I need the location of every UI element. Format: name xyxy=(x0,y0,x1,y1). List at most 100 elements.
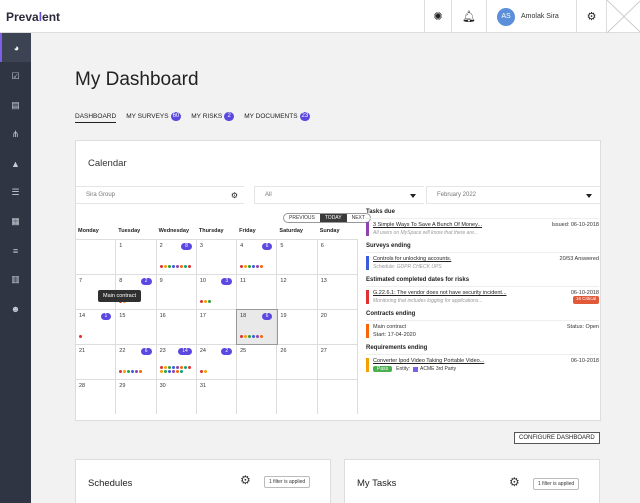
event-count-badge[interactable]: 6 xyxy=(261,243,273,250)
event-dots xyxy=(240,265,274,269)
calendar-day[interactable]: 5 xyxy=(277,240,318,274)
tab-my-risks[interactable]: MY RISKS 2 xyxy=(191,112,235,123)
day-number: 10 xyxy=(199,278,206,284)
calendar-day[interactable]: 15 xyxy=(116,310,157,344)
calendar-day[interactable]: 3 xyxy=(197,240,238,274)
sidebar-item-list[interactable]: ≡ xyxy=(0,236,31,265)
calendar-day[interactable]: 26 xyxy=(277,345,318,379)
notifications-button[interactable]: 🔔︎ xyxy=(451,0,486,33)
day-number: 20 xyxy=(320,313,327,319)
event-count-badge[interactable]: 1 xyxy=(100,313,112,320)
calendar-day[interactable]: 28 xyxy=(76,380,117,414)
tab-dashboard[interactable]: DASHBOARD xyxy=(75,112,117,123)
weekday-header: Monday Tuesday Wednesday Thursday Friday Satu… xyxy=(76,224,358,239)
sidebar-item-calendar[interactable]: ▦ xyxy=(0,207,31,236)
calendar-day[interactable]: 16 xyxy=(157,310,197,344)
event-dot xyxy=(187,265,191,268)
calendar-day[interactable]: 11 xyxy=(237,275,278,309)
calendar-day[interactable]: 27 xyxy=(318,345,358,379)
calendar-day[interactable]: 19 xyxy=(277,310,318,344)
day-number: 5 xyxy=(280,243,284,249)
event-count-badge[interactable]: 14 xyxy=(178,348,192,355)
users-icon: ☻ xyxy=(10,303,21,314)
event-count-badge[interactable]: 2 xyxy=(140,278,152,285)
calendar-day[interactable]: 23 14 xyxy=(157,345,197,379)
event-count-badge[interactable]: 3 xyxy=(221,278,233,285)
schedules-card: Schedules ⚙ 1 filter is applied xyxy=(75,459,331,503)
sidebar-item-surveys[interactable]: ☑ xyxy=(0,62,31,91)
list-item[interactable]: Converter Ipod Video Taking Portable Vid… xyxy=(366,354,599,375)
tab-my-documents[interactable]: MY DOCUMENTS 23 xyxy=(244,112,311,121)
tab-my-surveys[interactable]: MY SURVEYS 60 xyxy=(126,112,182,121)
event-count-badge[interactable]: 2 xyxy=(221,348,233,355)
calendar-day[interactable]: 22 6 xyxy=(116,345,157,379)
calendar-day[interactable]: 20 xyxy=(318,310,358,344)
list-item[interactable]: 3 Simple Ways To Save A Bunch Of Money..… xyxy=(366,218,599,239)
day-number: 21 xyxy=(79,348,86,354)
event-count-badge[interactable]: 6 xyxy=(140,348,152,355)
sidebar-item-tasks[interactable]: ☰ xyxy=(0,178,31,207)
filter-pill[interactable]: 1 filter is applied xyxy=(533,478,580,490)
event-count-badge[interactable]: 6 xyxy=(261,313,273,320)
settings-wheel-button[interactable]: ✺ xyxy=(424,0,451,33)
calendar-day[interactable]: 24 2 xyxy=(197,345,238,379)
event-dot xyxy=(123,370,127,373)
type-filter[interactable]: All xyxy=(254,186,424,204)
gear-icon[interactable]: ⚙ xyxy=(509,475,520,489)
day-number: 3 xyxy=(199,243,203,249)
risk-icon: ▲ xyxy=(11,158,20,169)
calendar-day xyxy=(277,380,318,414)
calendar-day[interactable]: 17 xyxy=(197,310,238,344)
day-number: 11 xyxy=(240,278,246,284)
calendar-day[interactable]: 10 3 xyxy=(197,275,238,309)
sidebar-item-users[interactable]: ☻ xyxy=(0,294,31,323)
calendar-day xyxy=(76,240,117,274)
next-button[interactable]: NEXT xyxy=(351,215,365,221)
logo[interactable]: Prevalent xyxy=(6,10,61,24)
event-dot xyxy=(135,370,139,373)
gear-button[interactable]: ⚙ xyxy=(576,0,606,33)
gear-icon: ⚙ xyxy=(586,11,597,23)
user-menu[interactable]: AS Amolak Sira xyxy=(486,0,576,33)
calendar-day[interactable]: 9 xyxy=(157,275,197,309)
list-item[interactable]: Controls for unlocking accounts. 20/53 An… xyxy=(366,252,599,273)
event-dot xyxy=(260,335,264,338)
day-number: 7 xyxy=(79,278,83,284)
calendar-day[interactable]: 25 xyxy=(237,345,278,379)
event-dot xyxy=(256,335,260,338)
month-filter[interactable]: February 2022 xyxy=(426,186,600,204)
sidebar-item-reports[interactable]: ▥ xyxy=(0,265,31,294)
configure-dashboard-button[interactable]: CONFIGURE DASHBOARD xyxy=(514,432,600,444)
event-dot xyxy=(256,265,260,268)
sidebar-item-hierarchy[interactable]: ⋔ xyxy=(0,120,31,149)
calendar-day[interactable]: 14 1 xyxy=(76,310,117,344)
day-number: 1 xyxy=(119,243,123,249)
weekday-label: Monday xyxy=(78,228,99,234)
list-item[interactable]: Main contract Status: Open Start: 17-04-2… xyxy=(366,320,599,341)
calendar-day[interactable]: 1 xyxy=(116,240,157,274)
gear-icon[interactable]: ⚙ xyxy=(240,473,251,487)
previous-button[interactable]: PREVIOUS xyxy=(289,215,315,221)
card-title: My Tasks xyxy=(357,478,397,489)
calendar-day[interactable]: 18 6 xyxy=(236,309,279,345)
calendar-day[interactable]: 6 xyxy=(318,240,358,274)
calendar-day[interactable]: 29 xyxy=(116,380,157,414)
list-item[interactable]: G.22.6.1: The vendor does not have secur… xyxy=(366,286,599,307)
sidebar-item-dashboard[interactable]: ◕ xyxy=(0,33,31,62)
event-count-badge[interactable]: 8 xyxy=(181,243,192,250)
calendar-day[interactable]: 31 xyxy=(197,380,238,414)
group-filter[interactable]: Sira Group ⚙ xyxy=(76,186,244,204)
calendar-day[interactable]: 12 xyxy=(277,275,318,309)
sidebar-item-risks[interactable]: ▲ xyxy=(0,149,31,178)
event-dot xyxy=(179,370,183,373)
gear-icon[interactable]: ⚙ xyxy=(230,191,238,200)
today-button[interactable]: TODAY xyxy=(319,214,347,222)
sidebar-item-documents[interactable]: ▤ xyxy=(0,91,31,120)
calendar-day[interactable]: 21 xyxy=(76,345,117,379)
tab-badge: 60 xyxy=(170,112,182,121)
calendar-day[interactable]: 30 xyxy=(157,380,197,414)
calendar-day[interactable]: 13 xyxy=(318,275,358,309)
filter-pill[interactable]: 1 filter is applied xyxy=(264,476,311,488)
